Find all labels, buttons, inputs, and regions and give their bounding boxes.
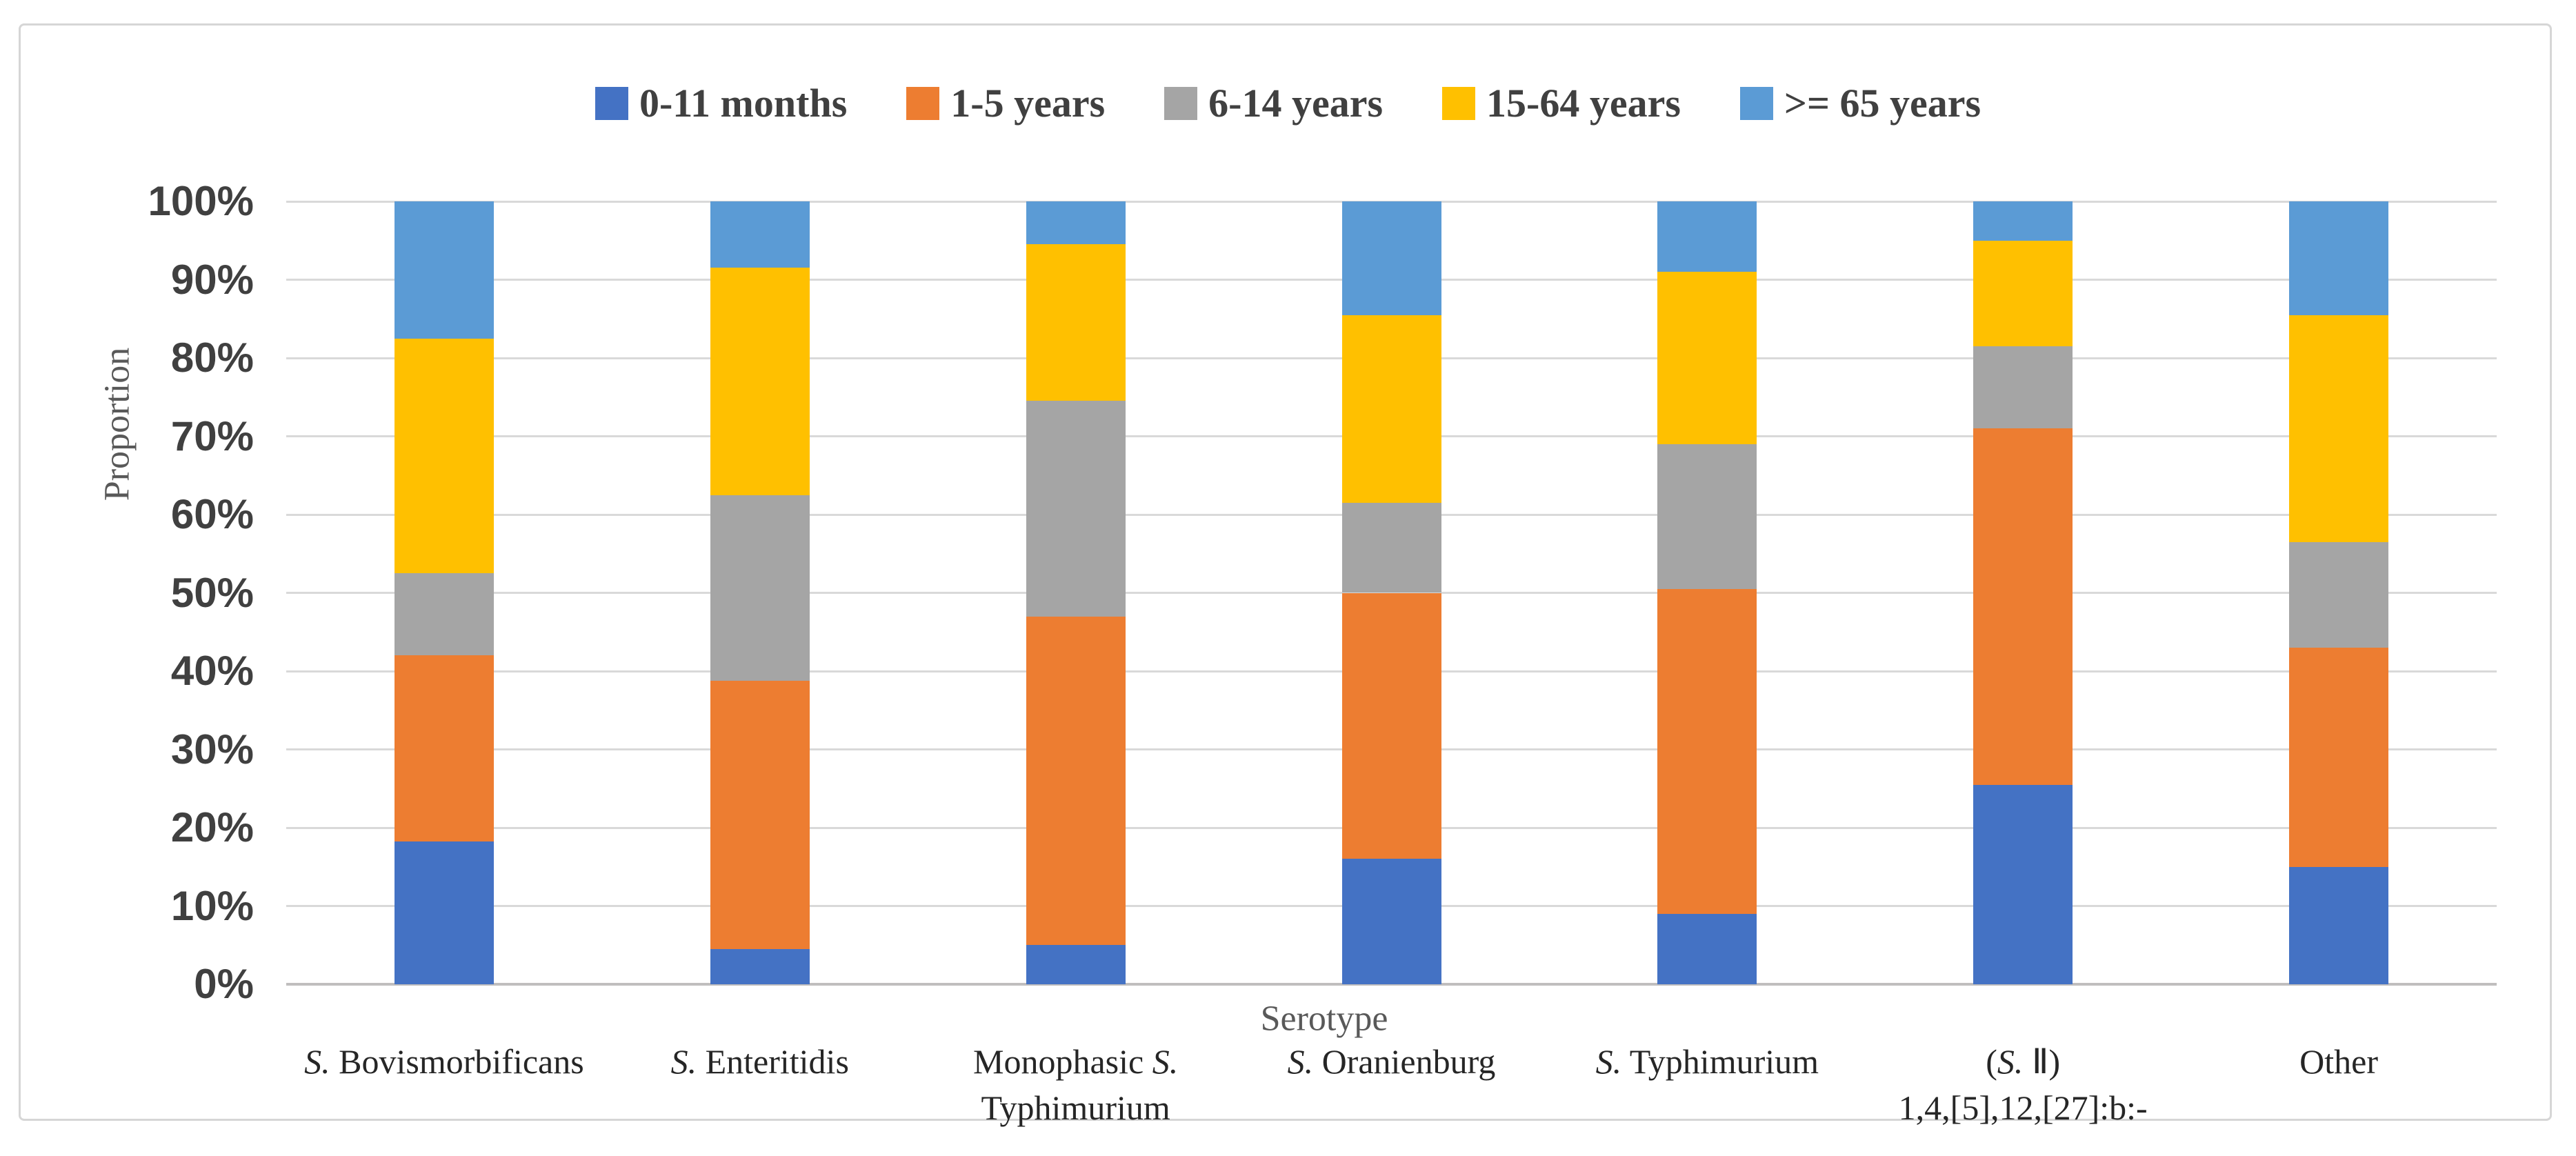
bar-segment-1-5-years bbox=[710, 680, 810, 949]
legend-label: 0-11 months bbox=[639, 81, 848, 126]
bar-segment--65-years bbox=[1973, 201, 2073, 241]
x-axis-category-label: S. Typhimurium bbox=[1595, 1042, 1819, 1081]
bar-segment-6-14-years bbox=[710, 495, 810, 681]
bar-segment--65-years bbox=[394, 201, 494, 339]
bar-segment--65-years bbox=[1026, 201, 1126, 245]
legend-item: >= 65 years bbox=[1739, 81, 1981, 126]
y-axis-tick-label: 100% bbox=[148, 178, 254, 224]
legend-item: 0-11 months bbox=[595, 81, 847, 126]
bar-segment-6-14-years bbox=[1973, 346, 2073, 429]
y-axis-tick-label: 80% bbox=[170, 335, 254, 381]
y-axis-tick-label: 50% bbox=[170, 569, 254, 616]
legend-label: 15-64 years bbox=[1486, 81, 1681, 126]
y-axis-tick-label: 60% bbox=[170, 491, 254, 537]
bar-segment-15-64-years bbox=[394, 338, 494, 574]
legend-item: 6-14 years bbox=[1164, 81, 1383, 126]
bar-segment-15-64-years bbox=[710, 268, 810, 495]
bar-segment-6-14-years bbox=[394, 573, 494, 656]
y-axis-tick-label: 30% bbox=[170, 726, 254, 773]
bar-segment-0-11-months bbox=[2289, 866, 2389, 984]
bar-segment--65-years bbox=[1341, 201, 1441, 315]
bar-segment-1-5-years bbox=[1973, 428, 2073, 785]
bar-segment-0-11-months bbox=[394, 841, 494, 984]
bar-segment-15-64-years bbox=[1026, 244, 1126, 401]
legend: 0-11 months 1-5 years 6-14 years 15-64 year… bbox=[0, 81, 2576, 126]
legend-swatch-icon bbox=[906, 87, 940, 120]
legend-item: 1-5 years bbox=[906, 81, 1105, 126]
legend-label: 1-5 years bbox=[950, 81, 1106, 126]
legend-swatch-icon bbox=[595, 87, 628, 120]
x-axis-title: Serotype bbox=[1260, 999, 1388, 1039]
x-axis-category-label: S. Enteritidis bbox=[670, 1042, 849, 1081]
legend-label: 6-14 years bbox=[1208, 81, 1384, 126]
y-axis-tick-label: 20% bbox=[170, 804, 254, 850]
y-axis-tick-label: 70% bbox=[170, 412, 254, 459]
bar-segment-0-11-months bbox=[710, 948, 810, 984]
y-axis-tick-label: 40% bbox=[170, 648, 254, 694]
bar-segment--65-years bbox=[2289, 201, 2389, 315]
y-axis-tick-label: 10% bbox=[170, 882, 254, 929]
bar-segment-1-5-years bbox=[2289, 647, 2389, 867]
bar-segment-6-14-years bbox=[1026, 401, 1126, 617]
bar-segment-0-11-months bbox=[1657, 913, 1757, 984]
bar-segment-1-5-years bbox=[1026, 616, 1126, 946]
chart-border bbox=[19, 23, 2552, 1121]
y-axis-tick-label: 90% bbox=[170, 256, 254, 303]
bar-segment-0-11-months bbox=[1973, 784, 2073, 984]
x-axis-category-label: (S. Ⅱ) 1,4,[5],12,[27]:b:- bbox=[1898, 1042, 2148, 1127]
x-axis-category-label: Monophasic S. Typhimurium bbox=[973, 1042, 1179, 1127]
legend-swatch-icon bbox=[1442, 87, 1476, 120]
bar-segment-1-5-years bbox=[1657, 588, 1757, 914]
bar-segment-0-11-months bbox=[1026, 945, 1126, 984]
x-axis-line bbox=[286, 983, 2497, 986]
legend-label: >= 65 years bbox=[1784, 81, 1981, 126]
bar-segment-0-11-months bbox=[1341, 859, 1441, 984]
x-axis-category-label: S. Bovismorbificans bbox=[304, 1042, 584, 1081]
bar-segment-1-5-years bbox=[1341, 592, 1441, 859]
bar-segment--65-years bbox=[1657, 201, 1757, 272]
bar-segment-6-14-years bbox=[2289, 541, 2389, 648]
bar-segment-1-5-years bbox=[394, 655, 494, 842]
bar-segment--65-years bbox=[710, 201, 810, 268]
bar-segment-15-64-years bbox=[1973, 240, 2073, 346]
bar-segment-6-14-years bbox=[1341, 502, 1441, 593]
x-axis-category-label: S. Oranienburg bbox=[1287, 1042, 1496, 1081]
legend-swatch-icon bbox=[1739, 87, 1773, 120]
legend-item: 15-64 years bbox=[1442, 81, 1681, 126]
x-axis-category-label: Other bbox=[2299, 1042, 2378, 1081]
bar-segment-15-64-years bbox=[2289, 315, 2389, 542]
y-axis-tick-label: 0% bbox=[194, 961, 254, 1007]
legend-swatch-icon bbox=[1164, 87, 1198, 120]
bar-segment-15-64-years bbox=[1341, 315, 1441, 503]
bar-segment-6-14-years bbox=[1657, 444, 1757, 589]
bar-segment-15-64-years bbox=[1657, 272, 1757, 444]
